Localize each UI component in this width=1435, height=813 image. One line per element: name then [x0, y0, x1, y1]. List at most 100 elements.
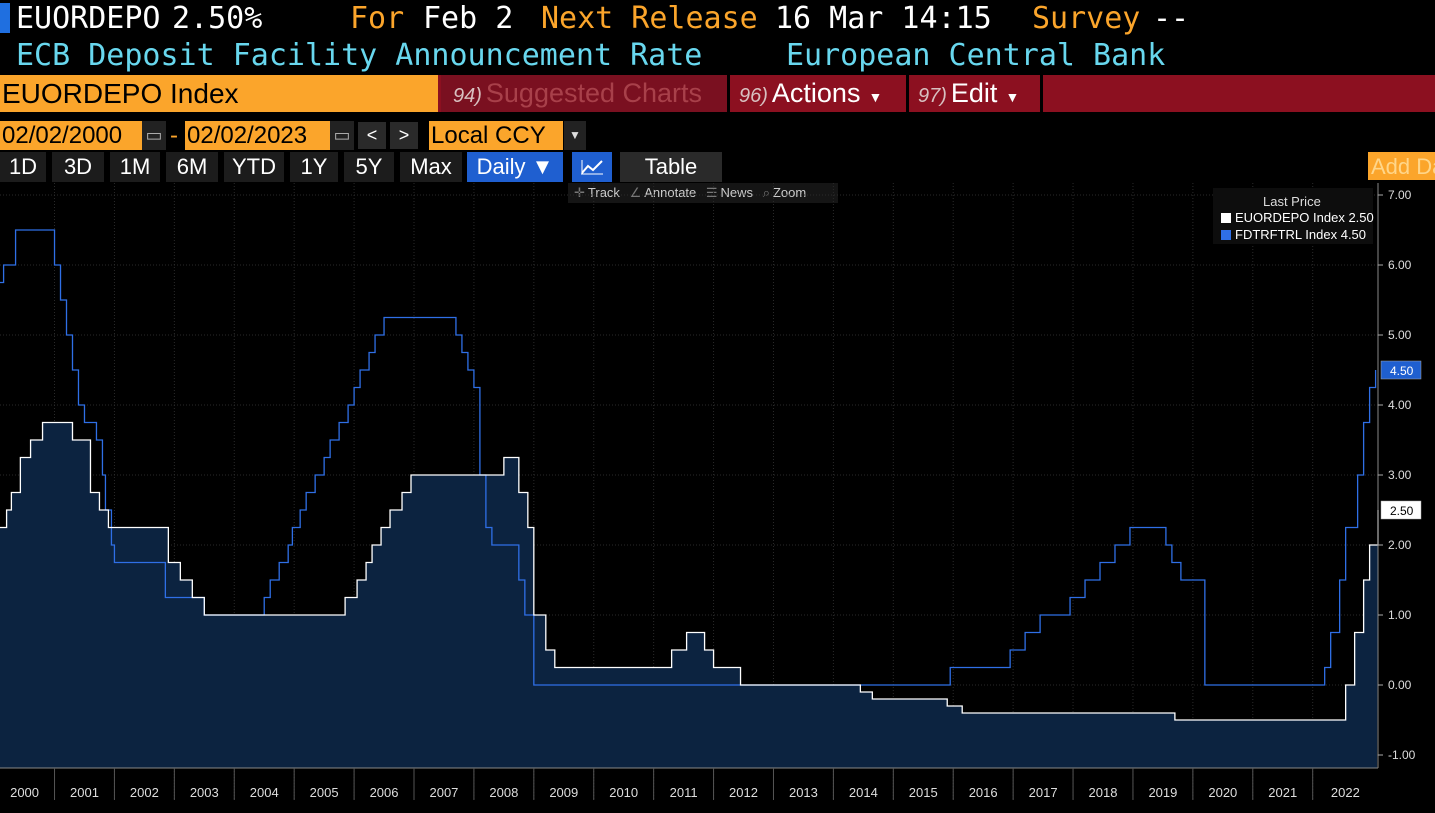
period-6m-button[interactable]: 6M: [166, 152, 218, 182]
news-tool[interactable]: News: [720, 185, 754, 200]
legend-entry-euordepo: EUORDEPO Index 2.50: [1221, 210, 1374, 225]
price-value: 2.50%: [172, 1, 263, 36]
frequency-select[interactable]: Daily ▼: [467, 152, 563, 182]
for-label: For: [350, 1, 405, 36]
divider: [1040, 75, 1043, 112]
period-1d-button[interactable]: 1D: [0, 152, 46, 182]
fdtrftrl-line: [0, 229, 1377, 686]
legend-value: 4.50: [1340, 227, 1367, 242]
actions-menu-button[interactable]: 96) Actions ▼: [731, 75, 906, 112]
for-date: Feb 2: [423, 1, 514, 36]
x-tick-label: 2002: [130, 785, 159, 800]
annotate-tool[interactable]: Annotate: [644, 185, 697, 200]
x-tick-label: 2007: [429, 785, 458, 800]
line-chart-toggle[interactable]: [572, 152, 612, 182]
x-tick-label: 2013: [789, 785, 818, 800]
x-tick-label: 2003: [190, 785, 219, 800]
prev-period-button[interactable]: <: [358, 122, 386, 149]
index-source: European Central Bank: [786, 38, 1166, 73]
y-tick-label: 4.00: [1388, 398, 1412, 412]
actions-num: 96): [739, 85, 768, 107]
period-5y-button[interactable]: 5Y: [344, 152, 394, 182]
period-row: 1D 3D 1M 6M YTD 1Y 5Y Max Daily ▼ Table …: [0, 152, 1435, 182]
x-tick-label: 2011: [670, 785, 698, 800]
add-data-button[interactable]: Add Data: [1368, 152, 1435, 180]
y-tick-label: 5.00: [1388, 328, 1412, 342]
x-tick-label: 2004: [250, 785, 279, 800]
end-date-input[interactable]: 02/02/2023: [185, 121, 330, 150]
calendar-icon[interactable]: ▭: [330, 121, 354, 150]
x-tick-label: 2014: [849, 785, 878, 800]
start-date-input[interactable]: 02/02/2000: [0, 121, 142, 150]
actions-label: Actions: [771, 78, 861, 108]
x-tick-label: 2017: [1029, 785, 1058, 800]
security-header: EUORDEPO 2.50% For Feb 2 Next Release 16…: [0, 0, 1435, 38]
legend-name: FDTRFTRL Index: [1235, 227, 1338, 242]
x-tick-label: 2018: [1089, 785, 1118, 800]
description-row: ECB Deposit Facility Announcement Rate E…: [0, 38, 1435, 74]
survey-value: --: [1153, 1, 1190, 36]
legend-name: EUORDEPO Index: [1235, 210, 1345, 225]
line-chart-icon: [581, 160, 603, 175]
calendar-icon[interactable]: ▭: [142, 121, 166, 150]
edit-label: Edit: [950, 78, 998, 108]
next-period-button[interactable]: >: [390, 122, 418, 149]
edit-menu-button[interactable]: 97) Edit ▼: [910, 75, 1040, 112]
x-tick-label: 2008: [489, 785, 518, 800]
x-tick-label: 2020: [1208, 785, 1237, 800]
period-3d-button[interactable]: 3D: [52, 152, 104, 182]
x-tick-label: 2010: [609, 785, 638, 800]
divider: [906, 75, 909, 112]
currency-select[interactable]: Local CCY: [429, 121, 563, 150]
legend-title: Last Price: [1263, 194, 1321, 209]
euordepo-last-tag-bg: [1380, 500, 1422, 520]
x-tick-label: 2015: [909, 785, 938, 800]
x-tick-label: 2006: [370, 785, 399, 800]
legend-value: 2.50: [1348, 210, 1374, 225]
track-tool[interactable]: Track: [587, 185, 620, 200]
next-release-label: Next Release: [541, 1, 758, 36]
header-marker: [0, 3, 10, 33]
chart-tools: ✛ Track ∠ Annotate ☰ News ⌕ Zoom: [568, 183, 838, 203]
date-range-row: 02/02/2000 ▭ - 02/02/2023 ▭ < > Local CC…: [0, 121, 600, 151]
fdtrftrl-last-tag: 4.50: [1390, 364, 1414, 378]
x-tick-label: 2005: [310, 785, 339, 800]
x-tick-label: 2000: [10, 785, 39, 800]
x-tick-label: 2009: [549, 785, 578, 800]
dropdown-caret-icon[interactable]: ▼: [564, 121, 586, 150]
period-1y-button[interactable]: 1Y: [290, 152, 338, 182]
news-icon: ☰: [705, 185, 718, 200]
y-tick-label: 6.00: [1388, 258, 1412, 272]
period-max-button[interactable]: Max: [400, 152, 462, 182]
legend-swatch: [1221, 213, 1231, 223]
suggested-label: Suggested Charts: [485, 78, 703, 108]
x-tick-label: 2021: [1268, 785, 1297, 800]
y-tick-label: 1.00: [1388, 608, 1412, 622]
legend-entry-fdtrftrl: FDTRFTRL Index 4.50: [1221, 227, 1366, 242]
security-input[interactable]: EUORDEPO Index: [0, 75, 438, 112]
dropdown-caret-icon: ▼: [1005, 89, 1020, 105]
x-tick-label: 2022: [1331, 785, 1360, 800]
table-view-button[interactable]: Table: [620, 152, 722, 182]
annotate-icon: ∠: [629, 185, 642, 200]
dropdown-caret-icon: ▼: [868, 89, 883, 105]
x-tick-label: 2019: [1148, 785, 1177, 800]
y-tick-label: -1.00: [1388, 748, 1416, 762]
suggested-num: 94): [453, 85, 482, 107]
euordepo-last-tag: 2.50: [1390, 504, 1414, 518]
suggested-charts-button[interactable]: 94) Suggested Charts: [441, 75, 727, 112]
period-ytd-button[interactable]: YTD: [224, 152, 284, 182]
fdtrftrl-last-tag-bg: [1380, 360, 1422, 380]
ticker-label: EUORDEPO: [16, 1, 161, 36]
y-tick-label: 7.00: [1388, 188, 1412, 202]
chart-legend: Last Price EUORDEPO Index 2.50 FDTRFTRL …: [1213, 188, 1374, 244]
euordepo-area: [0, 422, 1378, 768]
zoom-tool[interactable]: Zoom: [772, 185, 807, 200]
range-dash: -: [170, 122, 178, 149]
x-tick-label: 2016: [969, 785, 998, 800]
next-release-date: 16 Mar 14:15: [775, 1, 992, 36]
period-1m-button[interactable]: 1M: [110, 152, 160, 182]
divider: [727, 75, 730, 112]
legend-swatch: [1221, 230, 1231, 240]
track-icon: ✛: [574, 185, 585, 200]
